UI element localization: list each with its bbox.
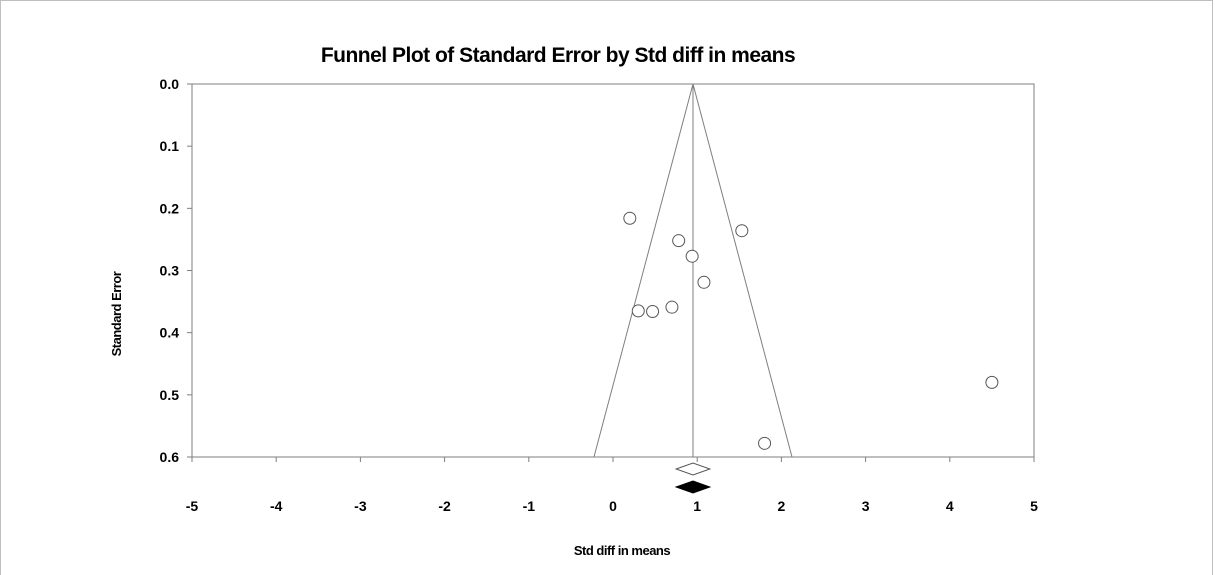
study-point [685,249,699,263]
adjusted-summary-diamond [674,480,712,494]
observed-summary-diamond [674,462,712,476]
x-tick-label: 2 [778,498,786,514]
x-tick-label: -5 [186,498,199,514]
x-tick-label: -3 [354,498,367,514]
plot-border [191,83,1035,458]
x-tick-label: 5 [1030,498,1038,514]
study-point [672,234,686,248]
x-axis-label: Std diff in means [574,543,671,558]
chart-title: Funnel Plot of Standard Error by Std dif… [321,44,795,67]
study-point [985,375,999,389]
study-point [623,211,637,225]
x-tick-label: -4 [270,498,283,514]
y-tick-label: 0.1 [160,138,180,154]
funnel-right-line [692,83,793,458]
x-tick-label: -1 [523,498,536,514]
y-tick-label: 0.4 [160,325,180,341]
study-point [631,304,645,318]
study-point [646,305,660,319]
x-tick-label: 0 [609,498,617,514]
study-points [623,211,999,450]
x-tick-label: -2 [438,498,451,514]
x-tick-label: 4 [946,498,954,514]
y-tick-label: 0.2 [160,200,180,216]
y-tick-label: 0.0 [160,76,180,92]
y-axis-ticks: 0.0 0.1 0.2 0.3 0.4 0.5 0.6 [160,76,192,465]
summary-diamonds [674,462,712,494]
study-point [665,300,679,314]
y-tick-label: 0.5 [160,387,180,403]
study-point [697,275,711,289]
x-axis-ticks: -5 -4 -3 -2 -1 0 1 2 3 4 5 [186,457,1038,514]
y-tick-label: 0.3 [160,263,180,279]
funnel-left-line [593,83,694,458]
study-point [735,224,749,238]
plot-area [191,83,1035,458]
x-tick-label: 1 [693,498,701,514]
study-point [758,436,772,450]
x-tick-label: 3 [862,498,870,514]
y-axis-label: Standard Error [109,271,124,356]
y-tick-label: 0.6 [160,449,180,465]
